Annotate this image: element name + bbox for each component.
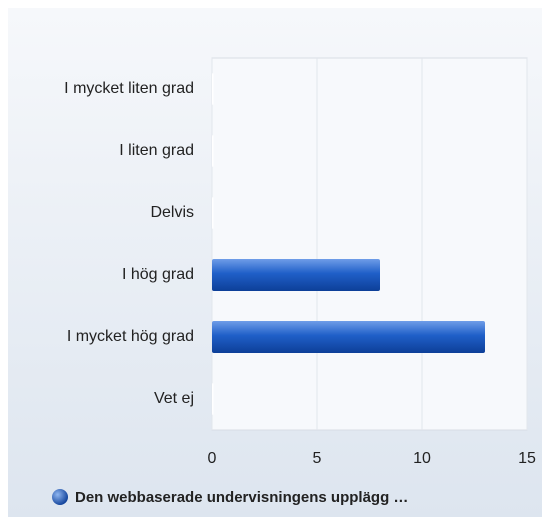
x-tick-label: 5: [313, 450, 322, 467]
x-tick-label: 10: [413, 450, 431, 467]
y-tick-label: I mycket hög grad: [67, 328, 194, 345]
legend-marker: [52, 489, 68, 505]
bar: [212, 383, 214, 415]
y-tick-label: I hög grad: [122, 266, 194, 283]
x-tick-label: 15: [518, 450, 536, 467]
x-tick-label: 0: [208, 450, 217, 467]
bar: [212, 259, 380, 291]
y-tick-label: Vet ej: [154, 390, 194, 407]
bar: [212, 197, 214, 229]
y-tick-label: I liten grad: [119, 142, 194, 159]
legend-label: Den webbaserade undervisningens upplägg …: [75, 489, 408, 506]
y-tick-label: Delvis: [150, 204, 194, 221]
y-tick-label: I mycket liten grad: [64, 80, 194, 97]
bar: [212, 321, 485, 353]
plot-area: [211, 57, 528, 431]
bar: [212, 135, 214, 167]
bar: [212, 73, 214, 105]
